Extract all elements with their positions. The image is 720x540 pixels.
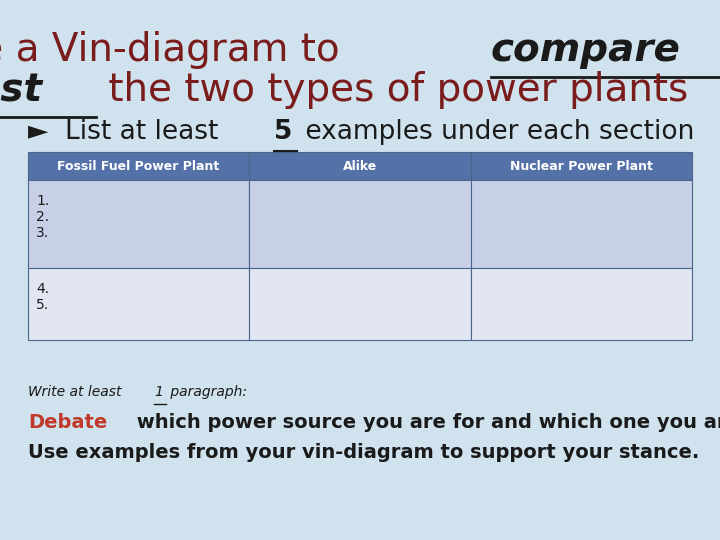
Text: the two types of power plants: the two types of power plants [96,71,688,109]
Polygon shape [471,180,692,268]
Text: Write at least: Write at least [28,385,126,399]
Polygon shape [471,268,692,340]
Text: List at least: List at least [65,119,227,145]
Text: 3.: 3. [36,226,49,240]
Text: 2.: 2. [36,210,49,224]
Text: paragraph:: paragraph: [166,385,247,399]
Text: Create a Vin-diagram to: Create a Vin-diagram to [0,31,352,69]
Text: compare: compare [491,31,680,69]
Text: 5: 5 [274,119,292,145]
Text: 1: 1 [154,385,163,399]
Text: Nuclear Power Plant: Nuclear Power Plant [510,159,653,172]
Polygon shape [28,180,249,268]
Polygon shape [249,152,471,180]
Text: ►: ► [28,119,57,145]
Polygon shape [249,180,471,268]
Polygon shape [249,268,471,340]
Text: which power source you are for and which one you are against.: which power source you are for and which… [130,413,720,431]
Text: Use examples from your vin-diagram to support your stance.: Use examples from your vin-diagram to su… [28,442,699,462]
Text: Alike: Alike [343,159,377,172]
Text: 4.: 4. [36,282,49,296]
Text: Fossil Fuel Power Plant: Fossil Fuel Power Plant [58,159,220,172]
Polygon shape [28,152,249,180]
Text: Debate: Debate [28,413,107,431]
Text: 5.: 5. [36,298,49,312]
Polygon shape [28,268,249,340]
Text: 1.: 1. [36,194,49,208]
Text: examples under each section: examples under each section [297,119,695,145]
Text: contrast: contrast [0,71,43,109]
Polygon shape [471,152,692,180]
